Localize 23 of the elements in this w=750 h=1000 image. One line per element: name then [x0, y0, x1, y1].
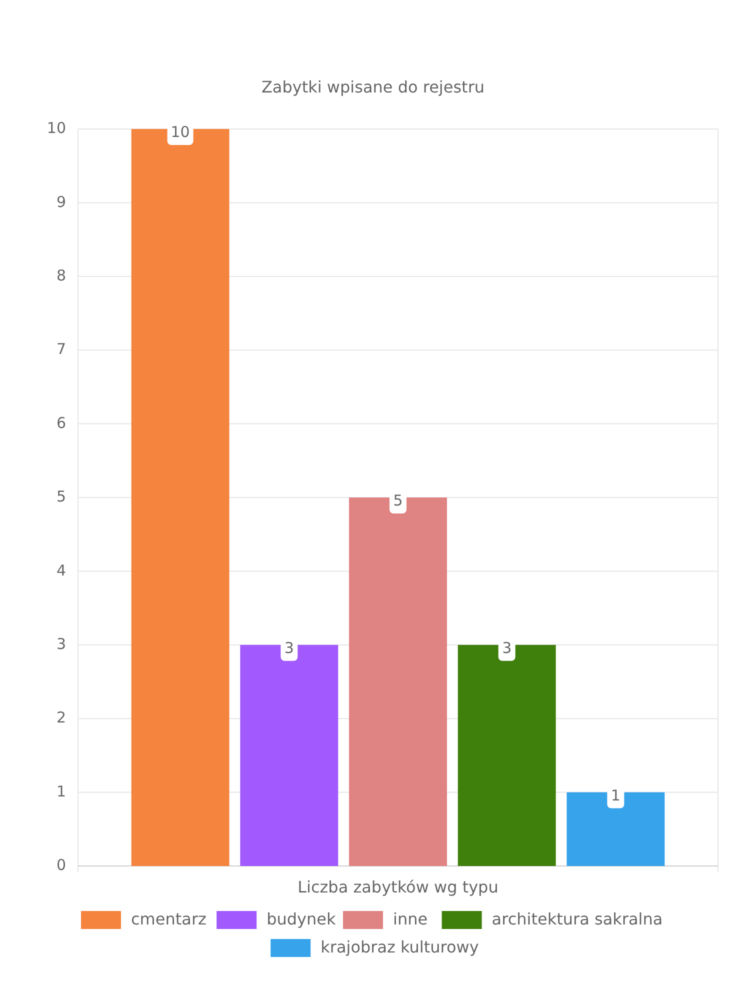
y-tick-label: 7 — [56, 340, 66, 358]
x-tick-label: Liczba zabytków wg typu — [298, 877, 498, 896]
chart-title: Zabytki wpisane do rejestru — [261, 77, 485, 96]
legend-label: architektura sakralna — [492, 909, 663, 928]
legend-label: cmentarz — [131, 909, 206, 928]
y-tick-label: 3 — [56, 634, 66, 654]
y-tick-label: 4 — [56, 561, 66, 580]
y-tick-label: 0 — [56, 856, 66, 874]
legend-label: inne — [393, 909, 428, 928]
data-label: 1 — [610, 786, 620, 804]
data-label: 3 — [284, 638, 294, 658]
y-tick-label: 10 — [46, 119, 66, 138]
data-label: 3 — [502, 638, 512, 658]
y-tick-label: 1 — [56, 782, 66, 800]
legend-label: krajobraz kulturowy — [320, 937, 479, 956]
y-tick-label: 2 — [56, 708, 66, 727]
data-label: 5 — [393, 492, 403, 510]
y-tick-label: 5 — [56, 488, 66, 506]
y-tick-label: 8 — [56, 266, 66, 285]
y-tick-label: 9 — [56, 192, 66, 211]
legend-label: budynek — [266, 909, 337, 928]
y-tick-label: 6 — [56, 414, 66, 432]
data-label: 10 — [170, 123, 190, 142]
